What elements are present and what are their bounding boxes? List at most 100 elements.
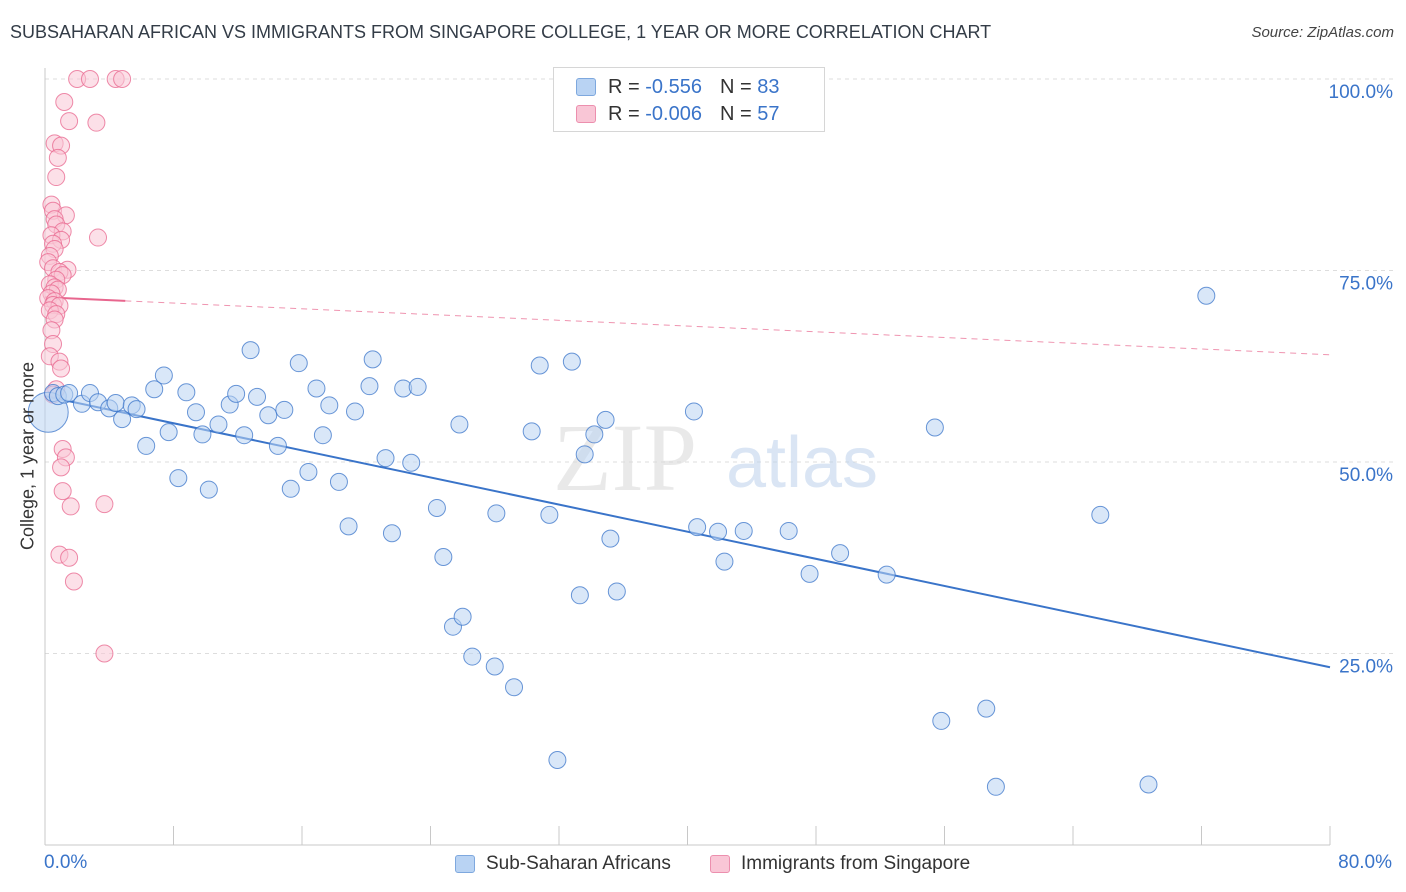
x-axis-max-label: 80.0% <box>1338 852 1392 873</box>
data-point <box>463 647 482 666</box>
chart-title: SUBSAHARAN AFRICAN VS IMMIGRANTS FROM SI… <box>10 22 992 42</box>
data-point <box>530 356 549 375</box>
data-point <box>548 750 567 769</box>
data-point <box>169 469 188 488</box>
data-point <box>48 148 67 167</box>
data-point <box>52 359 71 378</box>
pink-points <box>39 70 132 663</box>
blue-points <box>27 286 1216 796</box>
data-point <box>53 482 72 501</box>
data-point <box>585 425 604 444</box>
legend-swatch-pink <box>576 105 596 123</box>
data-point <box>259 406 278 425</box>
legend-n-blue: 83 <box>757 75 780 98</box>
y-tick-label: 50.0% <box>1339 465 1393 486</box>
data-point <box>450 415 469 434</box>
bottom-legend-blue: Sub-Saharan Africans <box>455 851 671 877</box>
bottom-legend-blue-label: Sub-Saharan Africans <box>486 853 671 874</box>
data-point <box>177 383 196 402</box>
data-point <box>601 529 620 548</box>
data-point <box>95 495 114 514</box>
data-point <box>684 402 703 421</box>
data-point <box>1197 286 1216 305</box>
data-point <box>1139 775 1158 794</box>
data-point <box>193 425 212 444</box>
data-point <box>235 426 254 445</box>
data-point <box>540 505 559 524</box>
data-point <box>145 380 164 399</box>
data-point <box>89 228 108 247</box>
legend-r-blue: -0.556 <box>645 75 702 98</box>
data-point <box>363 350 382 369</box>
watermark-atlas: atlas <box>726 423 878 503</box>
legend-r-label: R = <box>608 75 646 98</box>
data-point <box>562 352 581 371</box>
data-point <box>427 498 446 517</box>
data-point <box>268 436 287 455</box>
data-point <box>320 396 339 415</box>
data-point <box>376 449 395 468</box>
data-point <box>877 565 896 584</box>
data-point <box>339 517 358 536</box>
data-point <box>329 472 348 491</box>
data-point <box>55 92 74 111</box>
x-axis-min-label: 0.0% <box>44 852 88 873</box>
data-point <box>289 354 308 373</box>
bottom-legend-pink-label: Immigrants from Singapore <box>741 853 971 874</box>
data-point <box>60 112 79 131</box>
data-point <box>485 657 504 676</box>
data-point <box>299 462 318 481</box>
data-point <box>346 402 365 421</box>
y-tick-labels: 25.0% 50.0% 75.0% 100.0% <box>1329 82 1394 678</box>
pink-trend-line <box>44 296 1331 356</box>
legend-row-pink: R = -0.006 N = 57 <box>576 101 779 127</box>
watermark: ZIP atlas <box>553 404 878 511</box>
data-point <box>932 711 951 730</box>
data-point <box>95 644 114 663</box>
data-point <box>106 394 125 413</box>
data-point <box>113 70 132 88</box>
legend-n-label: N = <box>719 75 758 98</box>
legend-r-pink: -0.006 <box>645 102 702 125</box>
data-point <box>154 366 173 385</box>
watermark-zip: ZIP <box>553 404 697 511</box>
data-point <box>60 548 79 567</box>
source-label: Source: ZipAtlas.com <box>1251 24 1394 41</box>
legend-swatch-blue <box>576 78 596 96</box>
data-point <box>186 403 205 422</box>
legend-n-pink: 57 <box>757 102 780 125</box>
stats-legend: R = -0.556 N = 83 R = -0.006 N = 57 <box>553 67 825 132</box>
data-point <box>52 458 71 477</box>
data-point <box>709 522 728 541</box>
data-point <box>248 387 267 406</box>
data-point <box>596 410 615 429</box>
data-point <box>453 607 472 626</box>
data-point <box>831 544 850 563</box>
data-point <box>313 426 332 445</box>
data-point <box>487 504 506 523</box>
bottom-swatch-blue <box>455 855 475 873</box>
data-point <box>779 521 798 540</box>
legend-r-label: R = <box>608 102 646 125</box>
data-point <box>275 400 294 419</box>
axes <box>44 68 1331 846</box>
data-point <box>607 582 626 601</box>
data-point <box>61 497 80 516</box>
data-point <box>575 445 594 464</box>
y-axis-label: College, 1 year or more <box>17 361 38 551</box>
y-tick-label: 25.0% <box>1339 657 1393 678</box>
data-point <box>281 479 300 498</box>
data-point <box>127 400 146 419</box>
trend-dashed <box>125 300 1331 356</box>
data-point <box>986 777 1005 796</box>
data-point <box>227 384 246 403</box>
data-point <box>800 564 819 583</box>
blue-trend-line <box>44 395 1331 669</box>
data-point <box>1091 505 1110 524</box>
data-point <box>434 547 453 566</box>
bottom-legend-pink: Immigrants from Singapore <box>710 851 970 877</box>
data-point <box>137 436 156 455</box>
y-tick-label: 75.0% <box>1339 274 1393 295</box>
data-point <box>734 521 753 540</box>
data-point <box>47 168 66 187</box>
